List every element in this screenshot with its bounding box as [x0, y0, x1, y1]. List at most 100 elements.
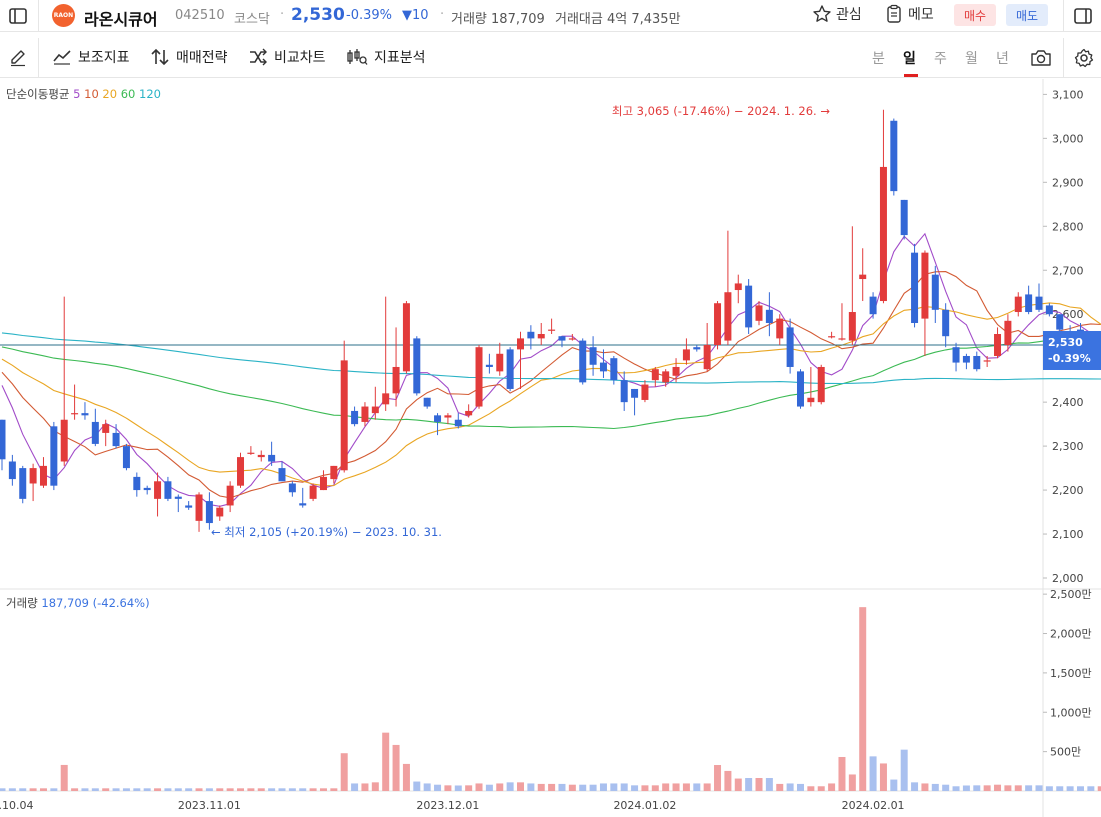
candle: [517, 338, 524, 350]
strategy-button[interactable]: 매매전략: [150, 47, 228, 67]
clipboard-icon: [887, 4, 901, 23]
separator-dot: ·: [280, 7, 285, 22]
analysis-button[interactable]: 지표분석: [346, 47, 426, 67]
volume-bar: [340, 753, 348, 791]
candle: [174, 496, 182, 499]
volume-bar: [517, 782, 524, 791]
candle: [962, 355, 970, 363]
indicator-button[interactable]: 보조지표: [52, 47, 130, 67]
volume-bar: [714, 765, 722, 791]
candle: [620, 380, 628, 403]
volume-bar: [496, 783, 504, 791]
compare-button[interactable]: 비교차트: [248, 47, 326, 67]
candle: [848, 312, 856, 341]
sell-button[interactable]: 매도: [1006, 4, 1048, 26]
volume-bar: [724, 770, 732, 791]
candle: [434, 415, 442, 422]
candle: [278, 468, 286, 482]
volume-bar: [527, 783, 535, 791]
candle: [786, 327, 794, 367]
candle: [465, 410, 473, 416]
candle: [1056, 314, 1064, 330]
memo-button[interactable]: 메모: [884, 4, 934, 24]
candle: [714, 303, 722, 345]
volume-bar: [537, 783, 545, 791]
volume-bar: [122, 788, 130, 791]
candle: [548, 329, 556, 331]
price-tick-label: 2,300: [1052, 440, 1084, 453]
candle: [672, 366, 680, 376]
volume-bar: [309, 788, 317, 791]
candle: [942, 309, 950, 337]
pencil-icon[interactable]: [7, 47, 29, 69]
volume-bar: [765, 778, 773, 791]
period-month-tab[interactable]: 월: [965, 51, 978, 67]
volume-legend-label: 거래량: [6, 596, 41, 610]
candle: [724, 292, 732, 341]
candle: [0, 419, 6, 460]
price-tick-label: 3,100: [1052, 88, 1084, 101]
candle: [745, 285, 753, 328]
settings-gear-icon[interactable]: [1072, 46, 1096, 70]
candle: [765, 309, 773, 324]
candle: [921, 252, 929, 319]
volume-bar: [1025, 785, 1033, 791]
stock-code: 042510: [175, 8, 225, 23]
candle: [444, 415, 452, 418]
candle: [423, 397, 431, 407]
current-price-badge: [1043, 330, 1101, 370]
volume-bar: [817, 786, 825, 791]
candle: [392, 366, 400, 394]
sidebar-toggle-icon[interactable]: [7, 5, 29, 27]
period-minute-tab[interactable]: 분: [872, 51, 885, 67]
candle: [1035, 296, 1043, 310]
volume-bar: [921, 783, 929, 791]
volume-bar: [620, 783, 628, 791]
volume-bar: [485, 784, 493, 791]
volume-bar: [931, 783, 939, 791]
volume-bar: [1035, 785, 1043, 791]
period-year-tab[interactable]: 년: [996, 51, 1009, 67]
candle: [631, 388, 639, 398]
price-tick-label: 2,900: [1052, 176, 1084, 189]
candle: [195, 494, 203, 521]
candle: [817, 366, 825, 403]
period-day-tab[interactable]: 일: [903, 51, 916, 67]
volume-bar: [392, 744, 400, 791]
volume-bar: [133, 788, 141, 791]
price-tick-label: 2,000: [1052, 572, 1084, 585]
volume-tick-label: 2,500만: [1050, 588, 1092, 601]
candle: [558, 336, 566, 341]
volume-bar: [703, 783, 711, 791]
candle: [1014, 296, 1022, 313]
ma-line-60: [1, 334, 1101, 430]
stock-chart[interactable]: 2,0002,1002,2002,3002,4002,5002,6002,700…: [0, 79, 1101, 817]
volume-bar: [423, 783, 431, 791]
price-tick-label: 2,700: [1052, 264, 1084, 277]
divider: [1063, 0, 1064, 32]
favorite-button[interactable]: 관심: [812, 4, 862, 24]
candle: [330, 465, 338, 480]
candle: [755, 305, 763, 321]
ma-legend: 단순이동평균 5 10 20 60 120: [6, 87, 161, 101]
chart-toolbar: [0, 38, 1101, 78]
volume-bar: [330, 788, 338, 791]
toolbar-item-label: 지표분석: [374, 50, 426, 66]
candle: [641, 384, 649, 400]
period-week-tab[interactable]: 주: [934, 51, 947, 67]
buy-button[interactable]: 매수: [954, 4, 996, 26]
volume-bar: [174, 788, 182, 791]
divider: [1063, 38, 1064, 78]
volume-bar: [859, 607, 867, 791]
volume-tick-label: 500만: [1050, 746, 1081, 759]
candle: [589, 347, 597, 365]
candle: [599, 362, 607, 372]
volume-bar: [911, 782, 919, 791]
candle: [1025, 294, 1033, 313]
price-tick-label: 2,800: [1052, 220, 1084, 233]
volume-bar: [112, 788, 120, 791]
camera-icon[interactable]: [1029, 46, 1053, 70]
panel-toggle-icon[interactable]: [1072, 5, 1094, 27]
candle: [682, 349, 690, 361]
volume-bar: [558, 783, 566, 791]
